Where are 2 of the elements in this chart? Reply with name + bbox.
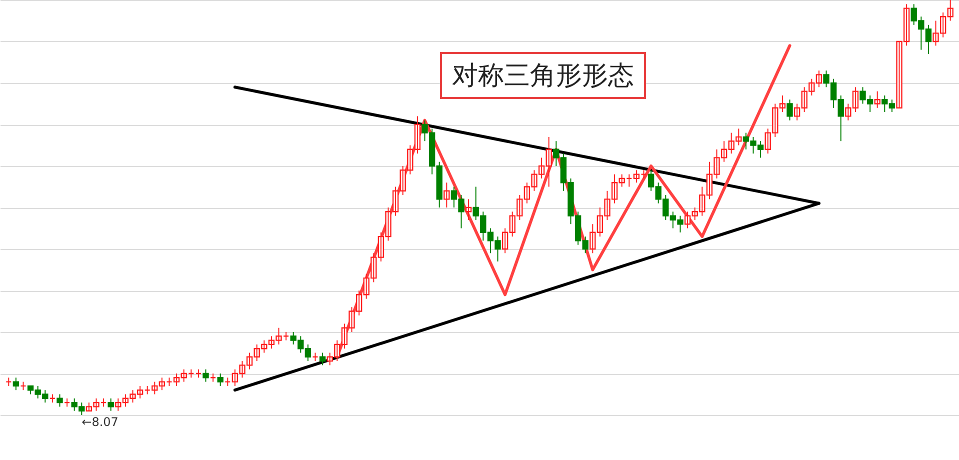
text: 对称三角形形态 [440, 52, 646, 99]
annotation: ←8.07 [82, 415, 118, 429]
